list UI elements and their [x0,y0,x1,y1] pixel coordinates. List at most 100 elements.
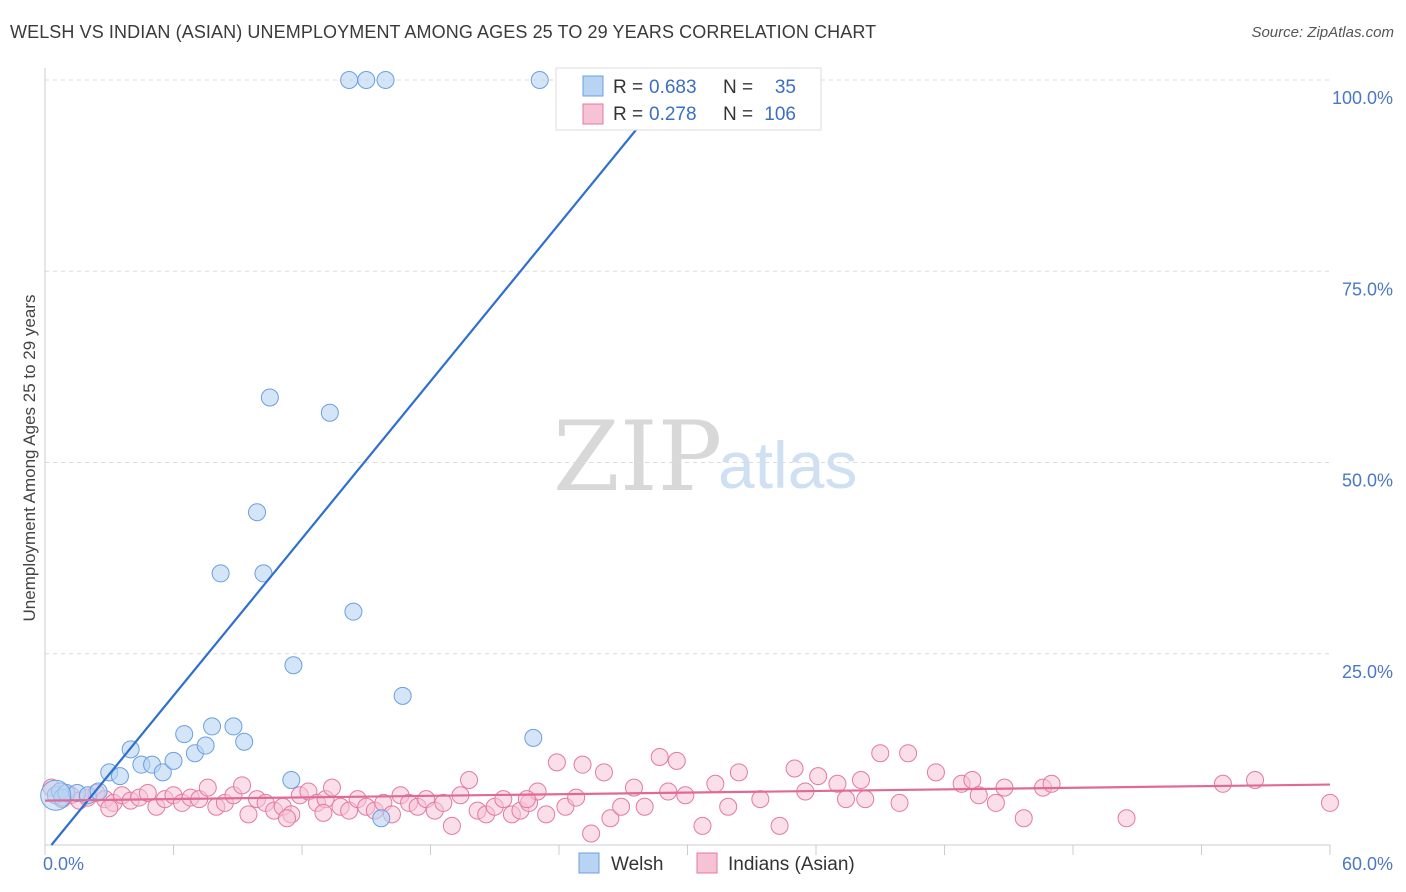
legend-welsh-swatch [582,75,604,97]
welsh-point [524,728,543,747]
indian-point [635,797,654,816]
indian-point [1117,809,1136,828]
indian-point [871,744,890,763]
welsh-point [211,564,230,583]
indian-point [601,809,620,828]
indian-point [517,790,536,809]
x-tick-label: 0.0% [43,854,84,874]
indian-point [650,748,669,767]
welsh-point-cluster [40,779,72,811]
indian-point [785,759,804,778]
indian-point [969,786,988,805]
legend-indian-r-value: 0.278 [649,104,697,125]
indian-point [537,805,556,824]
welsh-point [224,717,243,736]
bottom-legend-indian-label: Indians (Asian) [728,854,855,875]
legend-welsh-r-value: 0.683 [649,77,697,98]
indian-point [667,751,686,770]
indian-point [659,782,678,801]
bottom-legend-indian-swatch [696,852,718,874]
welsh-point [344,602,363,621]
indian-point [1014,809,1033,828]
welsh-point [203,717,222,736]
indian-point [239,805,258,824]
indian-points [42,744,1339,843]
indian-point [567,788,586,807]
welsh-point [284,656,303,675]
welsh-point [248,503,267,522]
indian-point [612,797,631,816]
legend-welsh-n-value: 35 [775,77,796,98]
watermark-atlas: atlas [718,428,857,502]
legend-indian-n-value: 106 [764,104,796,125]
welsh-point [282,770,301,789]
indian-point [751,790,770,809]
welsh-point [175,725,194,744]
indian-point [1042,774,1061,793]
watermark-zip: ZIP [553,401,722,513]
welsh-point [235,732,254,751]
indian-point [693,816,712,835]
welsh-point [393,686,412,705]
indian-point [856,790,875,809]
legend-welsh-n-label: N = [723,77,753,98]
welsh-point [254,564,273,583]
indian-point [851,770,870,789]
source-label: Source: ZipAtlas.com [1251,24,1394,41]
welsh-point [196,736,215,755]
legend-indian-r-label: R = [613,104,643,125]
indian-point [624,778,643,797]
indian-point [460,770,479,789]
indian-point [770,816,789,835]
legend-indian-n-label: N = [723,104,753,125]
bottom-legend-welsh-label: Welsh [611,854,663,875]
chart-title: WELSH VS INDIAN (ASIAN) UNEMPLOYMENT AMO… [10,22,877,42]
indian-point [1246,770,1265,789]
indian-point [706,774,725,793]
welsh-point [376,71,395,89]
bottom-legend-welsh-swatch [578,852,600,874]
welsh-points [40,71,549,828]
trend-lines [44,79,1331,846]
indian-point [899,744,918,763]
welsh-point [530,71,549,89]
y-tick-label: 50.0% [1342,471,1393,491]
indian-point [836,790,855,809]
y-axis-label: Unemployment Among Ages 25 to 29 years [20,295,39,622]
welsh-point [357,71,376,89]
top-legend: R = 0.683 N = 35 R = 0.278 N = 106 [555,67,822,131]
welsh-point [110,767,129,786]
indian-point [100,799,119,818]
bottom-legend: Welsh Indians (Asian) [578,852,855,875]
indian-point [278,809,297,828]
welsh-point [340,71,359,89]
x-tick-label: 60.0% [1342,854,1393,874]
indian-point [594,763,613,782]
indian-point [963,770,982,789]
indian-point [582,824,601,843]
indian-point [314,803,333,822]
indian-point [442,816,461,835]
indian-point [547,753,566,772]
indian-point [926,763,945,782]
indian-point [890,793,909,812]
indian-point [573,755,592,774]
indian-point [233,776,252,795]
indian-point [729,763,748,782]
legend-indian-swatch [582,103,604,125]
indian-point [1321,793,1339,812]
welsh-point [153,763,172,782]
indian-point [676,786,695,805]
welsh-point [164,751,183,770]
indian-point [828,774,847,793]
welsh-trend-line [50,79,678,846]
y-tick-label: 75.0% [1342,279,1393,299]
indian-point [809,767,828,786]
y-tick-label: 100.0% [1332,88,1393,108]
indian-point [434,793,453,812]
welsh-point [320,403,339,422]
indian-trend-line [44,783,1331,802]
indian-point [719,797,738,816]
indian-point [986,793,1005,812]
